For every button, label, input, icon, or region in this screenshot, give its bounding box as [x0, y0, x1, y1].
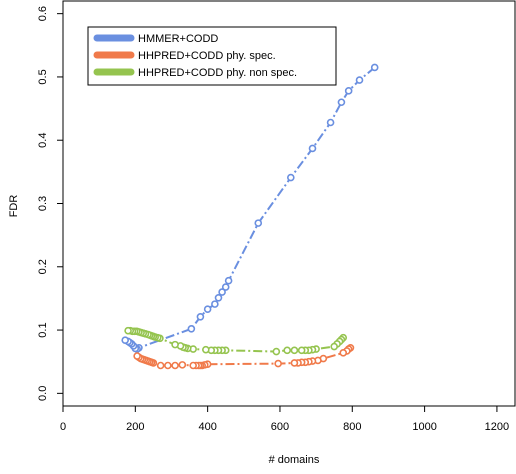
data-point — [308, 144, 317, 153]
data-point — [171, 340, 179, 349]
legend-label: HHPRED+CODD phy. spec. — [138, 50, 276, 62]
data-point — [221, 283, 230, 291]
data-point — [254, 219, 263, 227]
y-tick-label: 0.5 — [37, 69, 49, 84]
legend-label: HHPRED+CODD phy. non spec. — [138, 67, 297, 79]
data-point — [339, 349, 348, 357]
y-tick-label: 0.0 — [37, 386, 49, 401]
axes: 0 200 400 600 800 1000 1200 0.0 0.1 0.2 0.3 0.4 0.5 0… — [37, 0, 516, 433]
x-tick-label: 400 — [198, 421, 216, 433]
data-point — [330, 342, 339, 351]
legend: HMMER+CODD HHPRED+CODD phy. spec. HHPRED+C… — [87, 26, 337, 86]
data-point — [337, 98, 346, 107]
y-tick-label: 0.2 — [37, 259, 49, 274]
data-point — [344, 87, 353, 95]
data-point — [224, 276, 233, 285]
x-tick-label: 800 — [343, 421, 361, 433]
data-point — [203, 305, 212, 313]
data-point — [287, 173, 295, 182]
data-point — [283, 346, 291, 355]
data-point — [297, 346, 306, 355]
data-point — [214, 293, 223, 302]
x-tick-label: 1000 — [412, 421, 436, 433]
y-tick-label: 0.6 — [37, 6, 49, 21]
series-1 — [121, 63, 379, 353]
x-tick-label: 200 — [126, 421, 144, 433]
data-point — [156, 361, 165, 370]
data-point — [121, 336, 129, 344]
data-point — [218, 288, 226, 296]
data-point — [202, 345, 210, 354]
data-point — [326, 118, 335, 127]
data-point — [178, 361, 187, 369]
data-point — [133, 352, 141, 360]
data-point — [272, 347, 281, 356]
series-layer — [121, 63, 379, 370]
x-axis-title: # domains — [269, 454, 320, 466]
x-tick-label: 0 — [60, 421, 66, 433]
data-point — [187, 324, 196, 333]
data-point — [171, 361, 179, 370]
data-point — [211, 300, 219, 308]
series-3 — [124, 326, 348, 356]
y-tick-label: 0.1 — [37, 322, 49, 337]
data-point — [290, 346, 299, 355]
x-tick-label: 1200 — [485, 421, 509, 433]
data-point — [189, 361, 197, 370]
series-line — [124, 66, 376, 351]
x-tick-label: 600 — [271, 421, 289, 433]
data-point — [164, 361, 172, 370]
data-point — [370, 63, 379, 72]
y-tick-label: 0.3 — [37, 196, 49, 211]
data-point — [290, 359, 299, 367]
legend-label: HMMER+CODD — [138, 33, 218, 45]
y-tick-label: 0.4 — [37, 133, 49, 148]
data-point — [274, 359, 282, 368]
y-axis-title: FDR — [8, 195, 20, 218]
data-point — [196, 312, 205, 321]
data-point — [355, 76, 364, 84]
data-point — [124, 326, 132, 335]
series-2 — [133, 343, 355, 370]
